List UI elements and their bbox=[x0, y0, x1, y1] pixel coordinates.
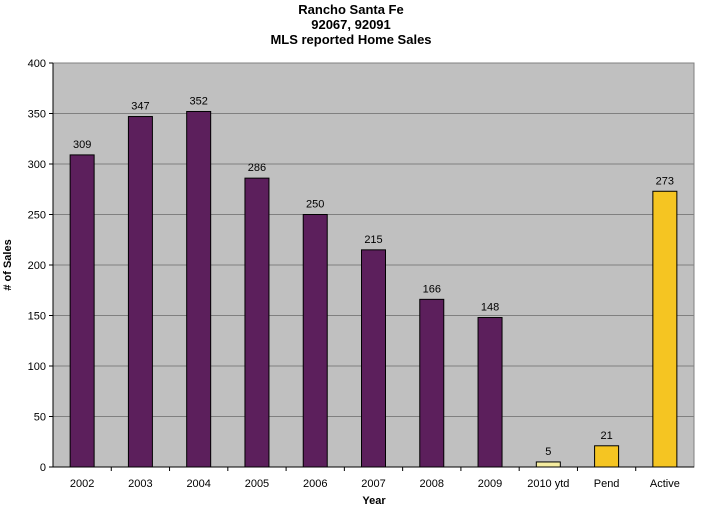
x-tick-label: 2006 bbox=[303, 478, 327, 490]
x-axis-title: Year bbox=[362, 495, 386, 507]
bars bbox=[69, 110, 678, 468]
chart-title-line-1: Rancho Santa Fe bbox=[298, 2, 403, 17]
bar bbox=[302, 214, 328, 468]
bar bbox=[127, 116, 153, 468]
bar bbox=[361, 249, 386, 468]
x-tick-label: Pend bbox=[594, 478, 620, 490]
x-tick-label: 2003 bbox=[128, 478, 152, 490]
bar-value-label: 352 bbox=[190, 95, 208, 107]
bar bbox=[244, 177, 270, 468]
bar bbox=[535, 461, 561, 468]
bar-value-label: 5 bbox=[545, 446, 551, 458]
y-axis-title: # of Sales bbox=[2, 239, 14, 290]
x-tick-label: 2008 bbox=[420, 478, 444, 490]
bar-value-label: 347 bbox=[131, 101, 149, 113]
bar bbox=[652, 190, 678, 468]
x-axis-ticks: 2002 2003 2004 2005 2006 2007 2008 2009 2010 ytd… bbox=[70, 467, 680, 490]
x-tick-label: 2009 bbox=[478, 478, 502, 490]
x-tick-label: 2010 ytd bbox=[527, 478, 569, 490]
y-tick-label: 150 bbox=[28, 311, 46, 323]
y-tick-label: 200 bbox=[28, 260, 46, 272]
bar-value-label: 148 bbox=[481, 302, 499, 314]
y-tick-label: 250 bbox=[28, 210, 46, 222]
bar-value-label: 21 bbox=[600, 430, 612, 442]
bar-value-label: 215 bbox=[364, 234, 382, 246]
bar bbox=[69, 154, 95, 468]
y-tick-label: 400 bbox=[28, 58, 46, 70]
x-tick-label: 2007 bbox=[361, 478, 385, 490]
bar bbox=[477, 317, 503, 468]
y-tick-label: 0 bbox=[40, 462, 46, 474]
chart-title: Rancho Santa Fe 92067, 92091 MLS reporte… bbox=[270, 2, 431, 47]
bar-value-label: 286 bbox=[248, 162, 266, 174]
bar-value-label: 309 bbox=[73, 139, 91, 151]
x-tick-label: 2005 bbox=[245, 478, 269, 490]
x-tick-label: 2002 bbox=[70, 478, 94, 490]
x-tick-label: Active bbox=[650, 478, 680, 490]
y-tick-label: 300 bbox=[28, 159, 46, 171]
bar bbox=[594, 445, 620, 468]
y-tick-label: 350 bbox=[28, 109, 46, 121]
data-labels: 309 347 352 286 250 215 166 148 5 21 273 bbox=[73, 95, 674, 457]
y-tick-label: 50 bbox=[34, 412, 46, 424]
chart-title-line-2: 92067, 92091 bbox=[311, 17, 391, 32]
y-tick-label: 100 bbox=[28, 361, 46, 373]
bar bbox=[419, 298, 445, 468]
y-axis-ticks: 0 50 100 150 200 250 300 350 400 bbox=[28, 58, 53, 474]
bar-value-label: 273 bbox=[656, 175, 674, 187]
bar-value-label: 166 bbox=[423, 283, 441, 295]
chart-title-line-3: MLS reported Home Sales bbox=[270, 32, 431, 47]
bar bbox=[186, 110, 212, 468]
x-tick-label: 2004 bbox=[186, 478, 210, 490]
bar-value-label: 250 bbox=[306, 199, 324, 211]
gridlines bbox=[53, 62, 694, 417]
